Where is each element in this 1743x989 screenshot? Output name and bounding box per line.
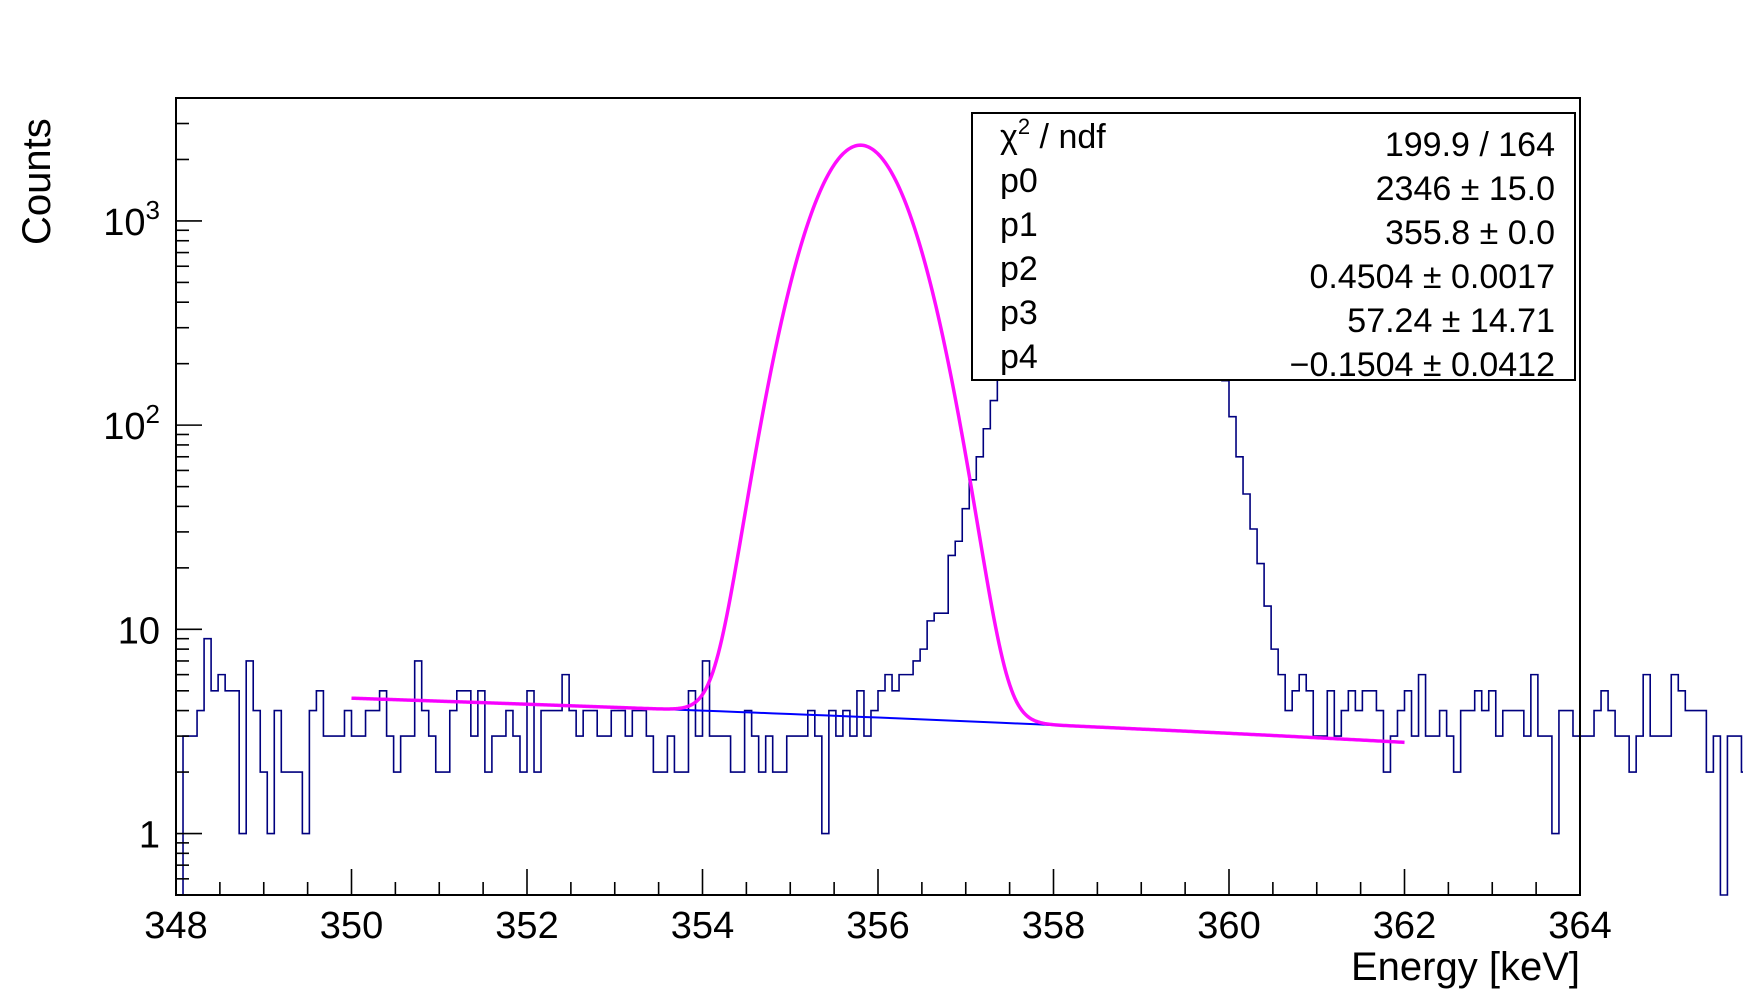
y-tick-label: 1 bbox=[139, 815, 160, 857]
stats-value: 0.4504 ± 0.0017 bbox=[1309, 258, 1555, 296]
y-tick-label: 103 bbox=[103, 195, 160, 244]
stats-key: χ2 / ndf bbox=[1000, 114, 1106, 156]
y-tick-label: 10 bbox=[118, 610, 160, 652]
gaussian-fit-line bbox=[351, 143, 1405, 745]
x-tick-label: 364 bbox=[1548, 905, 1611, 947]
stats-value: 355.8 ± 0.0 bbox=[1385, 214, 1555, 252]
stats-key: p1 bbox=[1000, 206, 1038, 244]
stats-value: 199.9 / 164 bbox=[1385, 126, 1555, 164]
stats-key: p3 bbox=[1000, 294, 1038, 332]
x-tick-label: 360 bbox=[1197, 905, 1260, 947]
y-tick-label: 102 bbox=[103, 399, 160, 448]
x-tick-label: 358 bbox=[1022, 905, 1085, 947]
stats-box-frame bbox=[971, 112, 1576, 381]
stats-box: χ2 / ndf 199.9 / 164 p0 2346 ± 15.0 p1 355.8 … bbox=[971, 112, 1576, 384]
stats-key: p4 bbox=[1000, 338, 1038, 376]
stats-value: 2346 ± 15.0 bbox=[1376, 170, 1555, 208]
x-tick-label: 354 bbox=[671, 905, 734, 947]
y-axis-title: Counts bbox=[15, 118, 59, 245]
stats-value: −0.1504 ± 0.0412 bbox=[1290, 346, 1555, 384]
stats-key: p2 bbox=[1000, 250, 1038, 288]
x-axis-title: Energy [keV] bbox=[1351, 945, 1580, 989]
x-tick-label: 352 bbox=[495, 905, 558, 947]
axes: 348 350 352 354 356 358 360 362 364 1 10 102 103 bbox=[103, 97, 1612, 947]
stats-value: 57.24 ± 14.71 bbox=[1347, 302, 1555, 340]
stats-key: p0 bbox=[1000, 162, 1038, 200]
x-tick-label: 350 bbox=[320, 905, 383, 947]
x-tick-label: 356 bbox=[846, 905, 909, 947]
x-tick-label: 348 bbox=[144, 905, 207, 947]
x-tick-label: 362 bbox=[1373, 905, 1436, 947]
